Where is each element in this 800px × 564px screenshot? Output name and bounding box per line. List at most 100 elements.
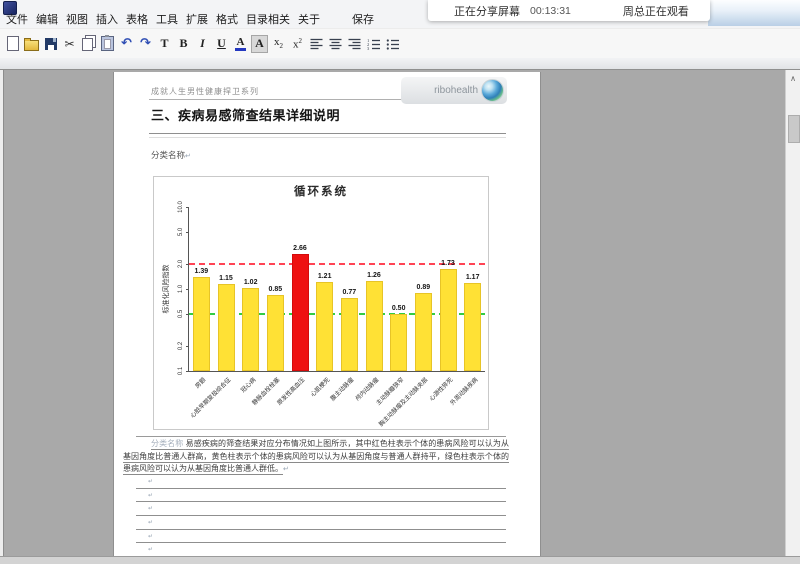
menu-item-edit[interactable]: 编辑 <box>36 14 58 26</box>
menu-item-about[interactable]: 关于 <box>298 14 320 26</box>
chart-bar <box>316 282 334 371</box>
align-left-icon[interactable] <box>308 35 325 53</box>
superscript-icon[interactable]: x2 <box>293 36 302 51</box>
return-mark: ↵ <box>148 520 154 527</box>
return-mark: ↵ <box>283 466 289 474</box>
chart-bar <box>242 288 260 371</box>
section-title: 三、疾病易感筛查结果详细说明 <box>151 108 341 123</box>
menu-item-toc-related[interactable]: 目录相关 <box>246 14 290 26</box>
chart-bar <box>217 284 235 371</box>
bold-icon[interactable]: B <box>179 36 188 50</box>
italic-icon[interactable]: I <box>200 36 205 50</box>
chart-image[interactable]: 循环系统 标准化风险指数 10.0 5.0 2.0 1.0 0.5 0.2 0.1 1.39 房… <box>153 176 489 430</box>
y-axis-tick-mark <box>186 313 189 315</box>
bar-value-label: 0.85 <box>268 285 283 293</box>
paragraph-top-rule <box>136 436 506 437</box>
empty-line: ↵ <box>136 489 506 503</box>
document-header-text: 成就人生男性健康捍卫系列 <box>151 87 259 96</box>
window-left-edge <box>0 70 4 556</box>
y-axis-tick-label: 1.0 <box>178 284 184 294</box>
scrollbar-thumb[interactable] <box>788 115 800 143</box>
menu-item-save[interactable]: 保存 <box>352 14 374 26</box>
copy-icon[interactable] <box>80 35 97 53</box>
company-logo: ribohealth <box>401 77 507 104</box>
bar-value-label: 1.21 <box>317 273 332 281</box>
reference-line-2 <box>189 263 485 266</box>
y-axis-tick-mark <box>186 289 189 290</box>
screen-share-bar: 正在分享屏幕 00:13:31 周总正在观看 <box>428 0 710 21</box>
empty-ruled-lines: ↵↵↵↵↵↵↵ <box>136 475 506 556</box>
globe-logo-icon <box>481 79 504 102</box>
font-color-icon[interactable]: A <box>232 35 249 53</box>
return-mark: ↵ <box>148 479 154 485</box>
underline-icon[interactable]: U <box>217 36 226 50</box>
return-mark: ↵ <box>185 153 191 160</box>
field-placeholder: 分类名称 <box>151 439 184 448</box>
document-page[interactable]: 成就人生男性健康捍卫系列 ribohealth 三、疾病易感筛查结果详细说明 分… <box>113 72 541 556</box>
y-axis-tick-mark <box>186 346 189 348</box>
font-icon[interactable]: T <box>160 36 169 50</box>
menu-item-file[interactable]: 文件 <box>6 14 28 26</box>
y-axis-tick-label: 0.2 <box>178 342 184 351</box>
menu-item-tools[interactable]: 工具 <box>156 14 178 26</box>
y-axis-tick-mark <box>186 231 189 233</box>
bar-value-label: 1.17 <box>465 274 480 282</box>
empty-line: ↵ <box>136 530 506 544</box>
bullet-list-icon[interactable] <box>384 35 401 53</box>
return-mark: ↵ <box>148 533 154 540</box>
redo-icon[interactable]: ↷ <box>140 36 151 51</box>
save-icon[interactable] <box>42 35 59 53</box>
x-axis-category-label: 房颤 <box>194 377 208 390</box>
bottom-strip <box>0 556 800 564</box>
bar-value-label: 1.26 <box>367 271 381 279</box>
menu-bar: 文件 编辑 视图 插入 表格 工具 扩展 格式 目录相关 关于 保存 <box>2 10 378 28</box>
y-axis-tick-mark <box>186 264 189 266</box>
menu-item-table[interactable]: 表格 <box>126 14 148 26</box>
chart-title: 循环系统 <box>294 186 348 198</box>
toolbar-edge <box>0 58 800 70</box>
bar-value-label: 0.77 <box>342 289 357 297</box>
title-bar-gradient <box>708 0 800 26</box>
menu-item-insert[interactable]: 插入 <box>96 14 118 26</box>
open-icon[interactable] <box>23 35 40 53</box>
bar-value-label: 1.15 <box>219 275 233 283</box>
y-axis-tick-label: 2.0 <box>178 260 184 269</box>
empty-line: ↵ <box>136 543 506 556</box>
svg-text:2: 2 <box>367 42 369 47</box>
share-status-text: 正在分享屏幕 <box>454 5 520 18</box>
menu-item-view[interactable]: 视图 <box>66 14 88 26</box>
bar-value-label: 1.73 <box>441 260 455 268</box>
menu-item-extend[interactable]: 扩展 <box>186 14 208 26</box>
cut-icon[interactable]: ✂ <box>64 36 75 51</box>
chart-bar <box>291 254 309 371</box>
align-right-icon[interactable] <box>346 35 363 53</box>
y-axis-tick-mark <box>186 371 189 372</box>
new-document-icon[interactable] <box>4 35 21 53</box>
empty-line: ↵ <box>136 516 506 530</box>
bar-value-label: 1.39 <box>194 268 209 276</box>
header-rule <box>149 99 506 100</box>
share-viewer-text: 周总正在观看 <box>622 5 689 18</box>
svg-text:1: 1 <box>367 38 369 43</box>
chart-bar <box>390 313 408 371</box>
bar-value-label: 0.50 <box>391 304 406 312</box>
x-axis-category-label: 冠心病 <box>240 377 258 395</box>
title-rule <box>149 133 506 134</box>
chart-y-axis-label: 标准化风险指数 <box>163 264 170 314</box>
highlight-icon[interactable]: A <box>251 34 268 53</box>
undo-icon[interactable]: ↶ <box>121 36 132 51</box>
x-axis-category-label: 腹主动脉瘤 <box>330 377 356 403</box>
vertical-scrollbar[interactable]: ∧ <box>785 70 800 556</box>
chart-bar <box>464 283 482 371</box>
paste-icon[interactable] <box>99 35 116 53</box>
scroll-up-icon[interactable]: ∧ <box>790 74 796 83</box>
subscript-icon[interactable]: x2 <box>274 36 283 51</box>
bar-value-label: 0.89 <box>416 284 431 292</box>
menu-item-format[interactable]: 格式 <box>216 14 238 26</box>
paragraph-text: 易感疾病的筛查结果对应分布情况如上图所示，其中红色柱表示个体的患病风险可以认为从… <box>123 439 509 474</box>
align-center-icon[interactable] <box>327 35 344 53</box>
empty-line: ↵ <box>136 475 506 489</box>
y-axis-tick-label: 10.0 <box>178 201 184 213</box>
return-mark: ↵ <box>148 492 154 499</box>
